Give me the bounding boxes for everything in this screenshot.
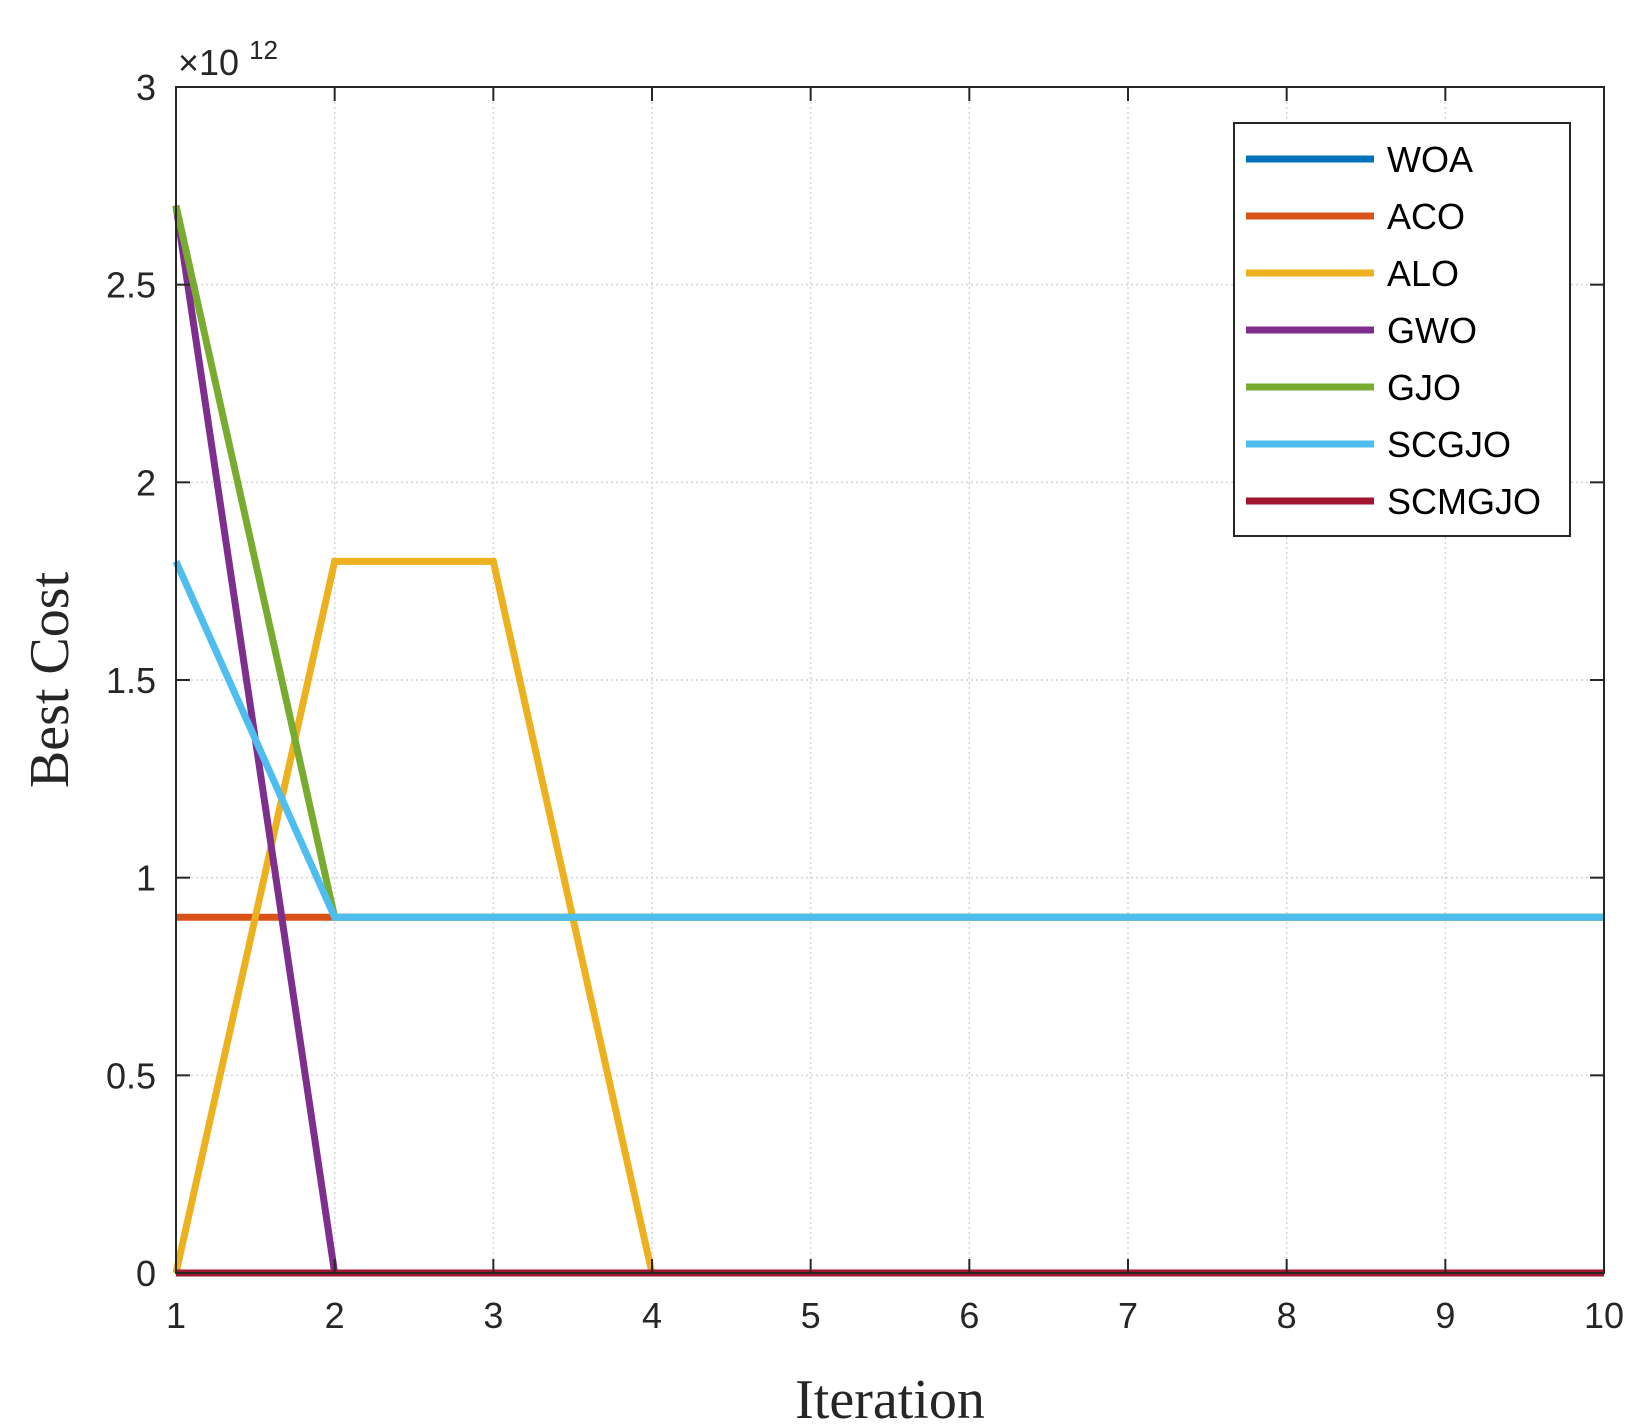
legend-label-aco: ACO (1387, 196, 1465, 237)
y-tick-label: 0.5 (106, 1055, 156, 1096)
y-multiplier: ×10 12 (178, 35, 278, 83)
x-tick-label: 4 (642, 1295, 662, 1336)
x-tick-label: 7 (1118, 1295, 1138, 1336)
x-tick-label: 9 (1435, 1295, 1455, 1336)
y-tick-label: 1 (136, 858, 156, 899)
y-axis-title: Best Cost (19, 571, 81, 788)
y-multiplier-exponent: 12 (249, 35, 278, 65)
y-tick-label: 1.5 (106, 660, 156, 701)
y-tick-label: 2.5 (106, 265, 156, 306)
y-tick-label: 0 (136, 1253, 156, 1294)
legend-label-scgjo: SCGJO (1387, 424, 1511, 465)
legend: WOA ACO ALO GWO GJO SCGJO SCMGJO (1233, 122, 1571, 537)
x-tick-label: 1 (166, 1295, 186, 1336)
svg-text:×10 12: ×10 12 (178, 35, 278, 83)
legend-label-scmgjo: SCMGJO (1387, 481, 1541, 522)
series-line-scgjo (172, 559, 1604, 921)
x-tick-label: 5 (801, 1295, 821, 1336)
x-tick-label: 10 (1584, 1295, 1624, 1336)
x-tick-label: 6 (959, 1295, 979, 1336)
y-tick-label: 2 (136, 462, 156, 503)
y-multiplier-prefix: ×10 (178, 42, 239, 83)
x-tick-label: 3 (483, 1295, 503, 1336)
x-axis-title: Iteration (795, 1369, 985, 1426)
x-tick-label: 2 (325, 1295, 345, 1336)
y-tick-label: 3 (136, 67, 156, 108)
legend-label-gjo: GJO (1387, 367, 1461, 408)
tick-labels: 1 2 3 4 5 6 7 8 9 10 0 0.5 1 1.5 2 2.5 3 (106, 67, 1624, 1336)
x-tick-label: 8 (1277, 1295, 1297, 1336)
legend-label-gwo: GWO (1387, 310, 1477, 351)
legend-label-woa: WOA (1387, 139, 1473, 180)
axis-ticks (175, 86, 1605, 1274)
legend-label-alo: ALO (1387, 253, 1459, 294)
